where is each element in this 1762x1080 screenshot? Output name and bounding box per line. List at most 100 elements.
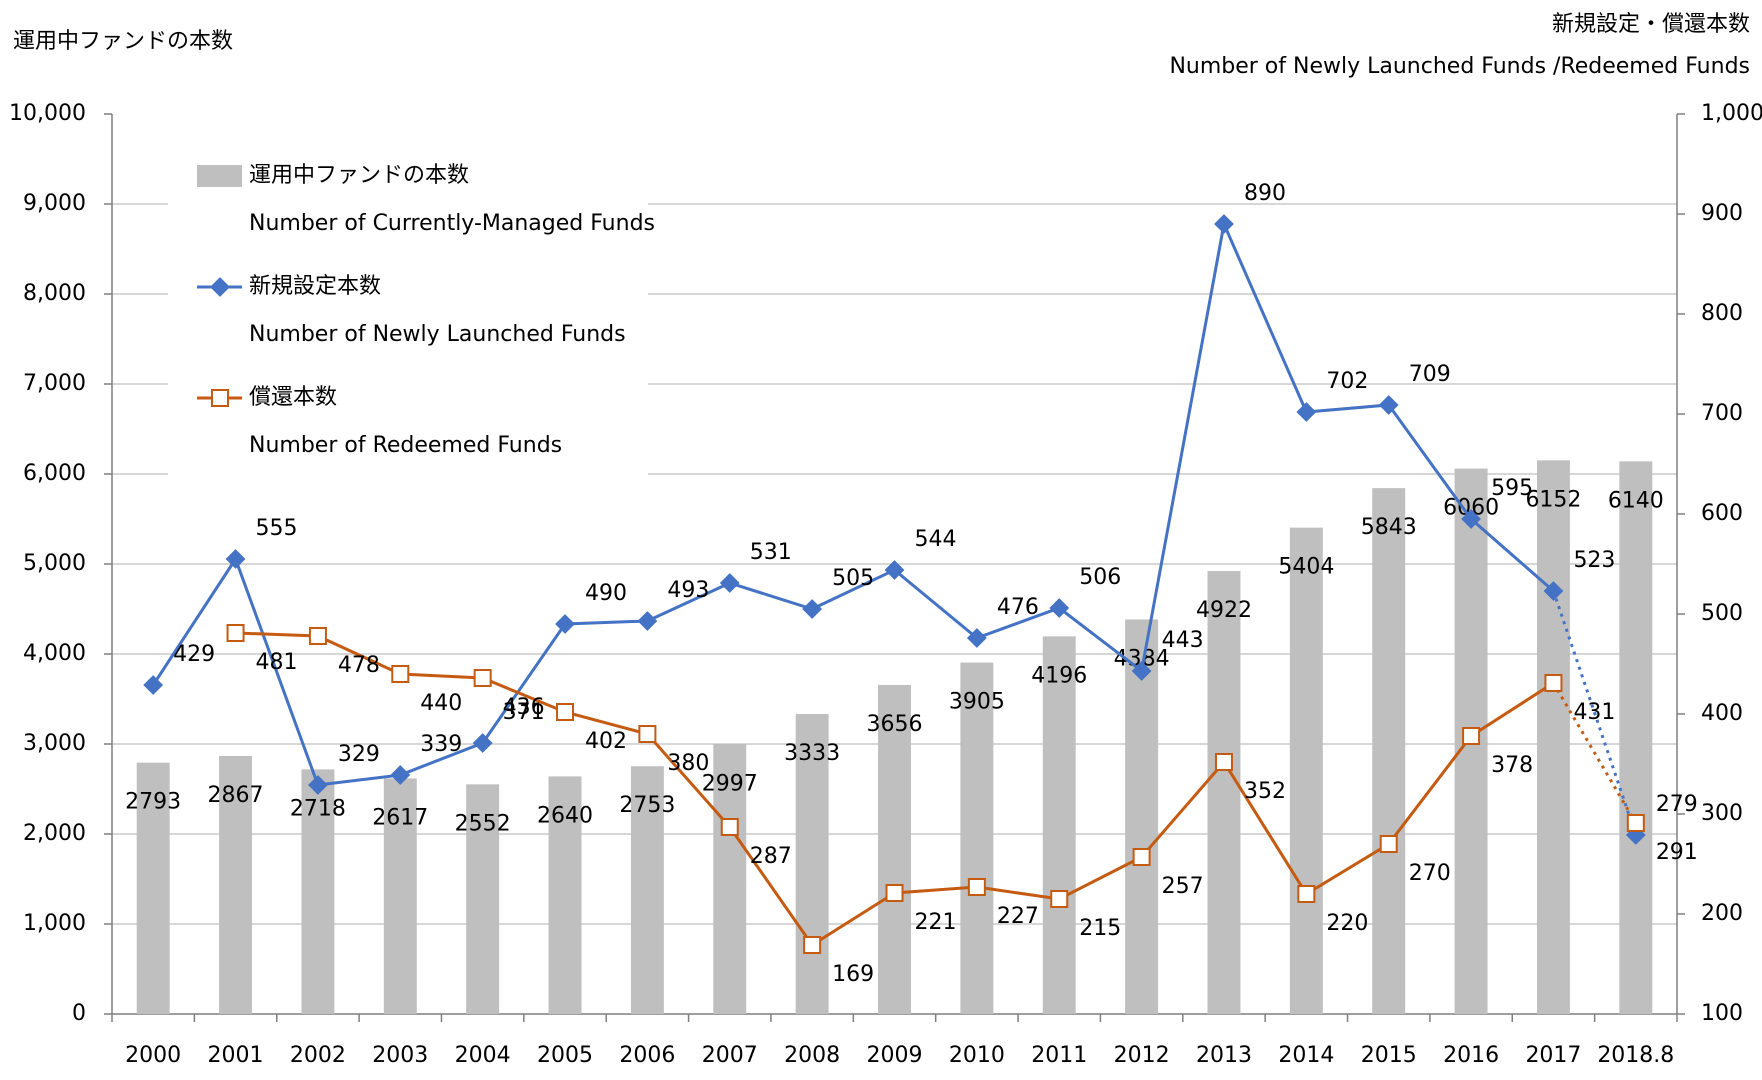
data-label: 544	[915, 527, 957, 552]
x-tick-label: 2002	[290, 1043, 346, 1068]
data-label: 523	[1573, 548, 1615, 573]
legend-marker	[211, 389, 229, 407]
line-marker	[966, 628, 987, 648]
bar-label: 4922	[1196, 598, 1252, 623]
y2-tick-label: 200	[1701, 901, 1743, 926]
x-tick-label: 2003	[372, 1043, 428, 1068]
bar	[795, 714, 829, 1014]
y-tick-label: 8,000	[23, 281, 86, 306]
line-marker	[391, 665, 410, 683]
line-marker	[555, 614, 575, 634]
line-marker	[1214, 753, 1233, 771]
y-tick-label: 3,000	[23, 731, 86, 756]
legend-label: 償還本数	[249, 385, 337, 410]
y-tick-label: 1,000	[23, 911, 86, 936]
y2-tick-label: 500	[1701, 601, 1743, 626]
data-label: 215	[1079, 916, 1121, 941]
bar-label: 6140	[1608, 488, 1664, 513]
data-label: 339	[420, 732, 462, 757]
data-label: 440	[420, 691, 462, 716]
data-label: 493	[667, 578, 709, 603]
line-marker	[1543, 581, 1564, 601]
legend-label-en: Number of Currently-Managed Funds	[249, 211, 655, 236]
bar	[1536, 460, 1570, 1014]
bar-label: 3656	[867, 712, 923, 737]
line-marker	[473, 669, 492, 687]
y2-tick-label: 100	[1701, 1001, 1743, 1026]
line-marker	[1049, 598, 1070, 618]
y2-tick-label: 800	[1701, 301, 1743, 326]
x-tick-label: 2010	[949, 1043, 1005, 1068]
line-marker	[803, 936, 822, 954]
bar-label: 5404	[1278, 555, 1334, 580]
data-label: 478	[338, 653, 380, 678]
x-tick-label: 2013	[1196, 1043, 1252, 1068]
bar-label: 6152	[1525, 487, 1581, 512]
legend-label-en: Number of Newly Launched Funds	[249, 322, 626, 347]
line-marker	[308, 627, 327, 645]
bar-label: 2753	[619, 793, 675, 818]
data-label: 279	[1656, 792, 1698, 817]
data-label: 227	[997, 904, 1039, 929]
line-marker	[802, 599, 823, 619]
line-dotted	[1552, 682, 1638, 824]
line	[151, 218, 1555, 787]
bar-label: 5843	[1361, 515, 1417, 540]
data-label: 169	[832, 962, 874, 987]
line-marker	[1378, 395, 1399, 415]
line-marker	[1296, 402, 1317, 422]
y-tick-label: 4,000	[23, 641, 86, 666]
x-tick-label: 2012	[1114, 1043, 1170, 1068]
x-tick-label: 2011	[1031, 1043, 1087, 1068]
line-marker	[1132, 848, 1151, 866]
data-label: 352	[1244, 779, 1286, 804]
line-marker	[1050, 890, 1069, 908]
bar-label: 2997	[702, 771, 758, 796]
data-label: 702	[1326, 369, 1368, 394]
line-marker	[225, 549, 246, 569]
data-label: 378	[1491, 753, 1533, 778]
data-label: 505	[832, 566, 874, 591]
line-marker	[967, 878, 986, 896]
data-label: 481	[256, 650, 298, 675]
data-label: 476	[997, 595, 1039, 620]
legend-swatch	[197, 165, 242, 187]
line-marker	[1131, 661, 1152, 681]
bar-label: 2793	[125, 790, 181, 815]
y-tick-label: 7,000	[23, 371, 86, 396]
bar	[383, 778, 417, 1014]
bar	[630, 766, 664, 1014]
data-label: 890	[1244, 181, 1286, 206]
data-label: 531	[750, 540, 792, 565]
data-label: 431	[1573, 700, 1615, 725]
x-tick-label: 2018.8	[1597, 1043, 1674, 1068]
line-marker	[1462, 727, 1481, 745]
line-marker	[1379, 835, 1398, 853]
line-marker	[638, 725, 657, 743]
data-label: 506	[1079, 565, 1121, 590]
bar	[1207, 571, 1241, 1014]
bar	[960, 662, 994, 1014]
bar	[713, 744, 747, 1014]
data-label: 287	[750, 844, 792, 869]
data-label: 429	[173, 642, 215, 667]
y2-axis-title: 新規設定・償還本数	[1552, 12, 1750, 37]
y2-tick-label: 300	[1701, 801, 1743, 826]
data-label: 402	[585, 729, 627, 754]
x-tick-label: 2009	[867, 1043, 923, 1068]
bar	[219, 755, 253, 1014]
line-marker	[226, 624, 245, 642]
line-marker	[884, 560, 905, 580]
line-marker	[1544, 674, 1563, 692]
legend-label-en: Number of Redeemed Funds	[249, 433, 562, 458]
y-tick-label: 10,000	[9, 101, 86, 126]
data-label: 490	[585, 581, 627, 606]
x-tick-label: 2004	[455, 1043, 511, 1068]
line-marker	[1297, 885, 1316, 903]
bar-label: 2640	[537, 803, 593, 828]
bar-label: 3905	[949, 690, 1005, 715]
x-tick-label: 2016	[1443, 1043, 1499, 1068]
y2-tick-label: 900	[1701, 201, 1743, 226]
data-label: 595	[1491, 476, 1533, 501]
